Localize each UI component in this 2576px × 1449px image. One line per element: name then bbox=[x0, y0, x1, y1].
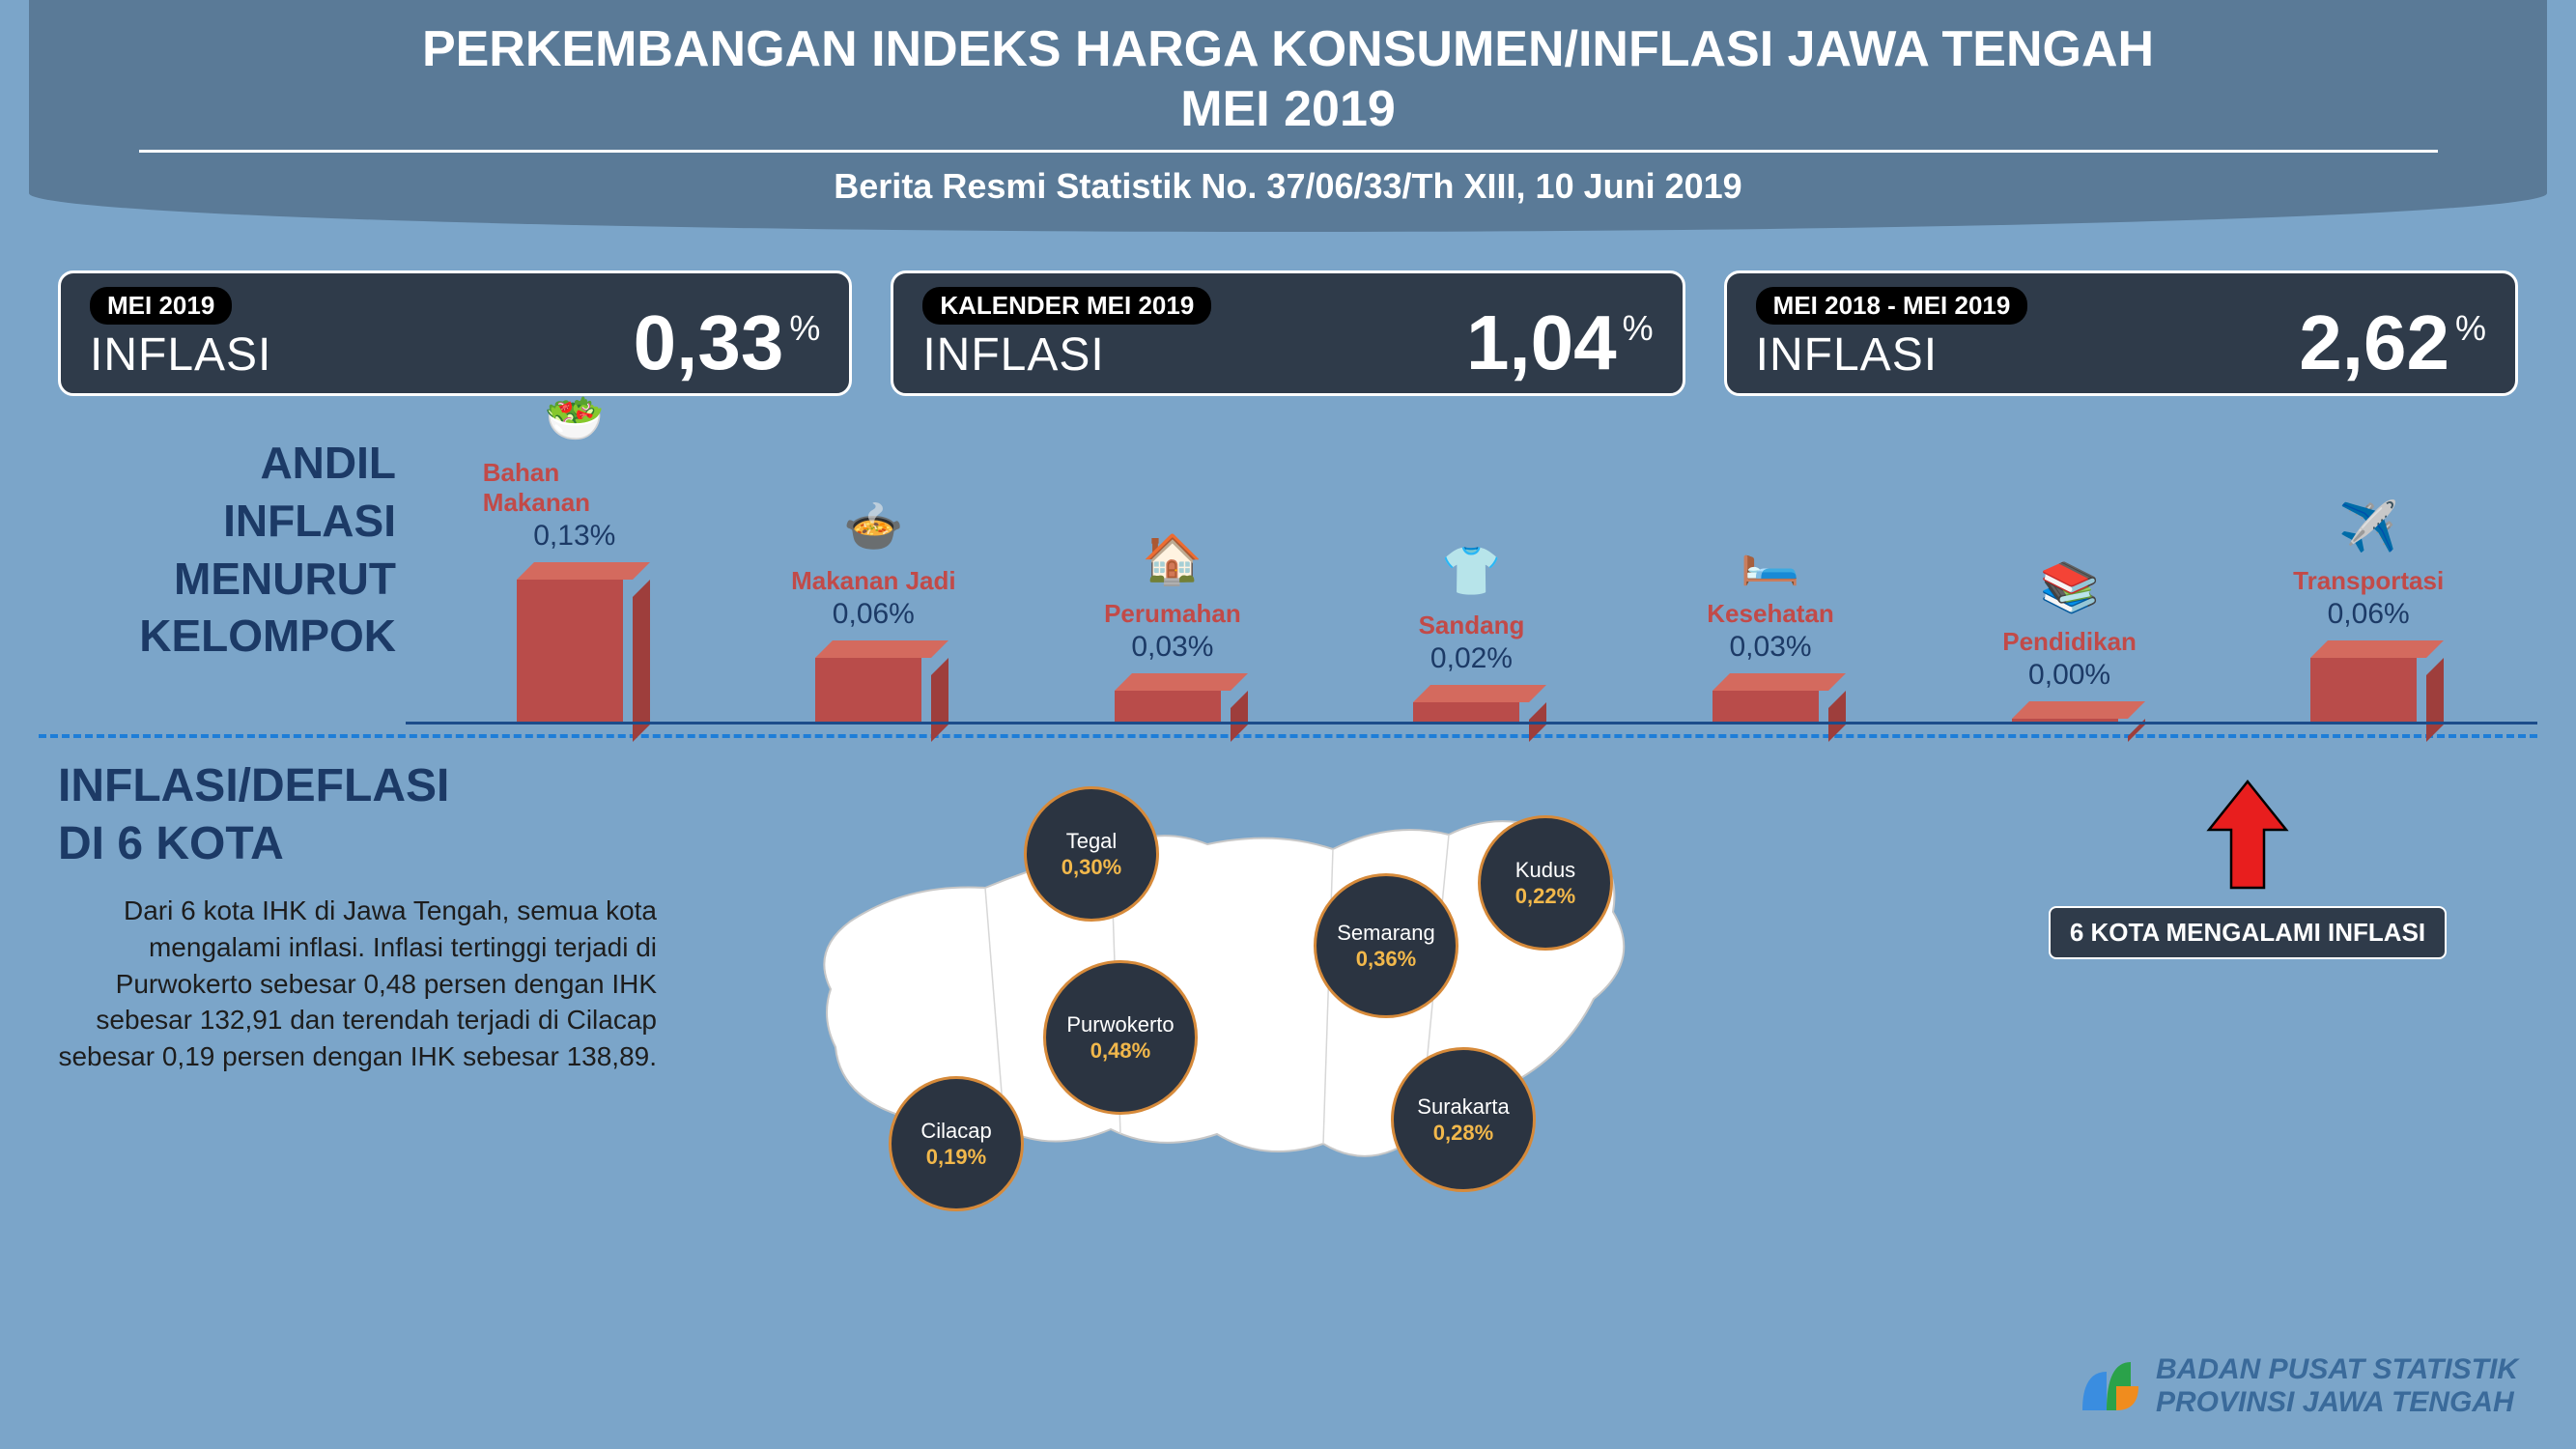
city-name: Surakarta bbox=[1417, 1094, 1509, 1121]
city-value: 0,28% bbox=[1433, 1120, 1493, 1147]
category-item: 🛏️ Kesehatan0,03% bbox=[1679, 526, 1862, 724]
category-bar bbox=[1115, 673, 1231, 724]
city-value: 0,22% bbox=[1515, 883, 1575, 910]
category-name: Makanan Jadi bbox=[791, 566, 956, 596]
kpi-period: KALENDER MEI 2019 bbox=[922, 287, 1211, 325]
city-name: Semarang bbox=[1337, 920, 1435, 947]
category-name: Kesehatan bbox=[1707, 599, 1834, 629]
kpi-period: MEI 2019 bbox=[90, 287, 232, 325]
category-name: Pendidikan bbox=[2002, 627, 2137, 657]
title-line1: PERKEMBANGAN INDEKS HARGA KONSUMEN/INFLA… bbox=[422, 21, 2154, 77]
category-name: Transportasi bbox=[2293, 566, 2444, 596]
category-bar bbox=[2310, 640, 2426, 724]
category-bar bbox=[1413, 685, 1529, 724]
category-icon: 🍲 bbox=[843, 493, 903, 560]
bps-logo-icon bbox=[2073, 1352, 2140, 1420]
cities-text: INFLASI/DEFLASI DI 6 KOTA Dari 6 kota IH… bbox=[58, 757, 676, 1240]
footer-line2: PROVINSI JAWA TENGAH bbox=[2156, 1386, 2514, 1418]
kpi-value: 2,62% bbox=[2299, 304, 2486, 382]
kpi-value: 0,33% bbox=[634, 304, 821, 382]
city-value: 0,48% bbox=[1090, 1037, 1150, 1065]
category-bar bbox=[517, 562, 633, 724]
kpi-row: MEI 2019INFLASI0,33%KALENDER MEI 2019INF… bbox=[58, 270, 2518, 396]
category-value: 0,06% bbox=[833, 598, 915, 631]
footer-org: BADAN PUSAT STATISTIK PROVINSI JAWA TENG… bbox=[2156, 1353, 2518, 1420]
city-bubble: Surakarta0,28% bbox=[1391, 1047, 1536, 1192]
category-value: 0,02% bbox=[1430, 642, 1513, 675]
cities-badge: 6 KOTA MENGALAMI INFLASI bbox=[2049, 906, 2447, 959]
header-band: PERKEMBANGAN INDEKS HARGA KONSUMEN/INFLA… bbox=[29, 0, 2547, 232]
cities-heading: INFLASI/DEFLASI DI 6 KOTA bbox=[58, 757, 676, 873]
category-bar bbox=[815, 640, 931, 724]
cities-map: Tegal0,30%Purwokerto0,48%Cilacap0,19%Sem… bbox=[676, 757, 1977, 1240]
city-name: Cilacap bbox=[920, 1118, 991, 1145]
category-value: 0,00% bbox=[2028, 659, 2110, 692]
kpi-label: INFLASI bbox=[1756, 328, 2028, 382]
city-bubble: Kudus0,22% bbox=[1478, 815, 1613, 951]
category-bar bbox=[2012, 701, 2128, 724]
category-value: 0,03% bbox=[1729, 631, 1811, 664]
category-name: Bahan Makanan bbox=[483, 458, 666, 518]
categories-section: ANDILINFLASIMENURUTKELOMPOK 🥗Bahan Makan… bbox=[58, 415, 2518, 724]
city-bubble: Cilacap0,19% bbox=[889, 1076, 1024, 1211]
city-bubble: Tegal0,30% bbox=[1024, 786, 1159, 922]
category-icon: 🥗 bbox=[545, 384, 605, 452]
category-item: 🥗Bahan Makanan0,13% bbox=[483, 384, 666, 724]
cities-section: INFLASI/DEFLASI DI 6 KOTA Dari 6 kota IH… bbox=[58, 757, 2518, 1240]
category-item: ✈️ Transportasi0,06% bbox=[2277, 493, 2460, 724]
city-name: Tegal bbox=[1066, 828, 1118, 855]
category-name: Perumahan bbox=[1104, 599, 1241, 629]
kpi-card: MEI 2019INFLASI 0,33% bbox=[58, 270, 852, 396]
categories-heading: ANDILINFLASIMENURUTKELOMPOK bbox=[58, 415, 425, 724]
kpi-period: MEI 2018 - MEI 2019 bbox=[1756, 287, 2028, 325]
page-title: PERKEMBANGAN INDEKS HARGA KONSUMEN/INFLA… bbox=[29, 19, 2547, 153]
section-divider bbox=[39, 734, 2537, 738]
footer-logo: BADAN PUSAT STATISTIK PROVINSI JAWA TENG… bbox=[2073, 1352, 2518, 1420]
category-value: 0,03% bbox=[1131, 631, 1213, 664]
category-icon: 🛏️ bbox=[1741, 526, 1800, 593]
category-item: 🏠 Perumahan0,03% bbox=[1081, 526, 1264, 724]
city-name: Kudus bbox=[1515, 857, 1575, 884]
city-bubble: Semarang0,36% bbox=[1314, 873, 1458, 1018]
category-item: 🍲 Makanan Jadi0,06% bbox=[781, 493, 965, 724]
category-icon: 📚 bbox=[2039, 554, 2099, 621]
city-name: Purwokerto bbox=[1066, 1011, 1174, 1038]
category-icon: 🏠 bbox=[1143, 526, 1203, 593]
kpi-value: 1,04% bbox=[1466, 304, 1654, 382]
category-value: 0,06% bbox=[2328, 598, 2410, 631]
kpi-label: INFLASI bbox=[922, 328, 1211, 382]
kpi-card: MEI 2018 - MEI 2019INFLASI 2,62% bbox=[1724, 270, 2518, 396]
city-value: 0,30% bbox=[1062, 854, 1121, 881]
arrow-up-icon bbox=[1977, 777, 2518, 893]
title-line2: MEI 2019 bbox=[1180, 81, 1396, 137]
kpi-label: INFLASI bbox=[90, 328, 271, 382]
cities-summary: 6 KOTA MENGALAMI INFLASI bbox=[1977, 757, 2518, 1240]
category-bar bbox=[1713, 673, 1828, 724]
category-item: 📚 Pendidikan0,00% bbox=[1978, 554, 2162, 724]
cities-description: Dari 6 kota IHK di Jawa Tengah, semua ko… bbox=[58, 893, 676, 1075]
city-value: 0,19% bbox=[926, 1144, 986, 1171]
category-name: Sandang bbox=[1419, 611, 1525, 640]
category-item: 👕 Sandang0,02% bbox=[1379, 537, 1563, 724]
category-icon: ✈️ bbox=[2338, 493, 2398, 560]
category-icon: 👕 bbox=[1441, 537, 1501, 605]
kpi-card: KALENDER MEI 2019INFLASI 1,04% bbox=[891, 270, 1684, 396]
category-value: 0,13% bbox=[533, 520, 615, 553]
subtitle: Berita Resmi Statistik No. 37/06/33/Th X… bbox=[29, 166, 2547, 207]
categories-bars: 🥗Bahan Makanan0,13%🍲Makanan Jadi0,06%🏠Pe… bbox=[425, 415, 2518, 724]
footer-line1: BADAN PUSAT STATISTIK bbox=[2156, 1353, 2518, 1385]
city-value: 0,36% bbox=[1356, 946, 1416, 973]
city-bubble: Purwokerto0,48% bbox=[1043, 960, 1198, 1115]
